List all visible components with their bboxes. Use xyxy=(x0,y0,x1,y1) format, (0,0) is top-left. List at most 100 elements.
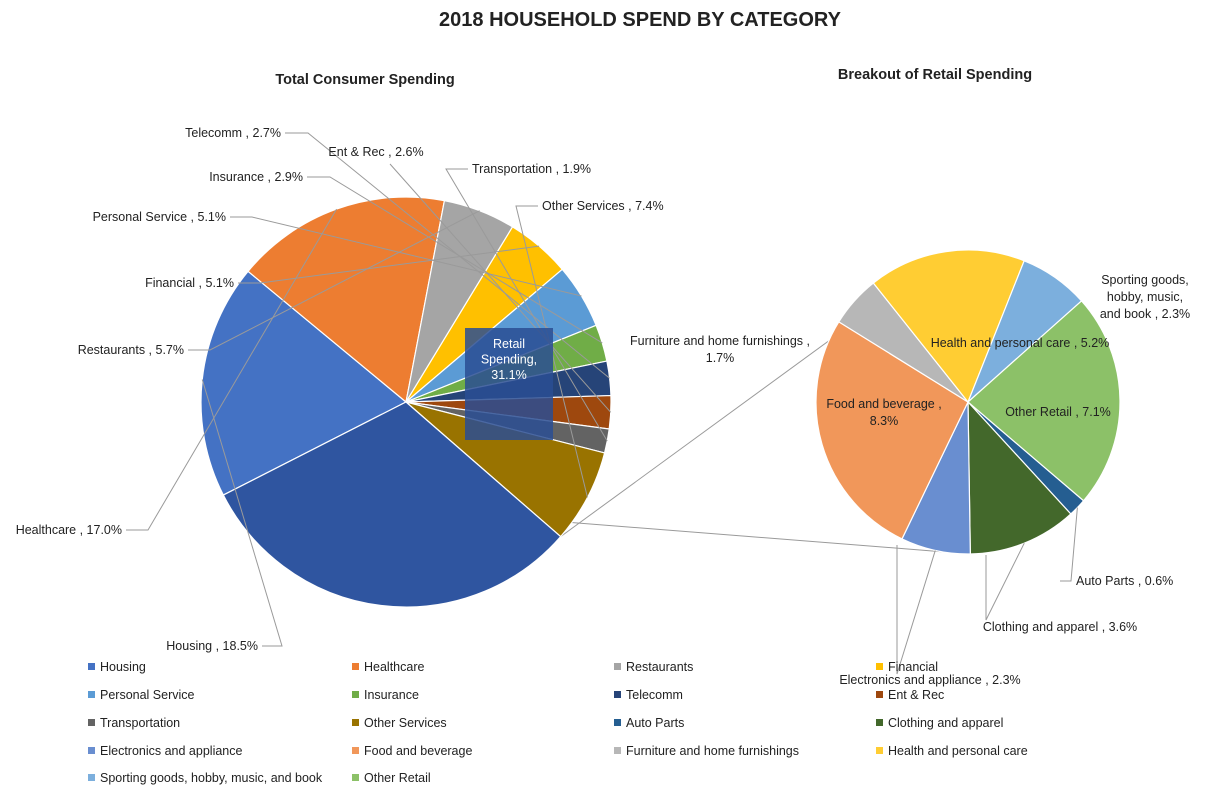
legend-swatch-ent-rec xyxy=(876,691,883,698)
legend-item-sporting-goods-hobby-music-and-book: Sporting goods, hobby, music, and book xyxy=(88,771,323,785)
slice-retail-spending xyxy=(222,401,562,608)
legend-item-housing: Housing xyxy=(88,660,146,674)
primary-labels: Housing , 18.5% Healthcare , 17.0% Restaur… xyxy=(16,126,664,653)
legend-item-health-and-personal-care: Health and personal care xyxy=(876,744,1028,758)
legend-swatch-auto-parts xyxy=(614,719,621,726)
slice-label-other-services: Other Services , 7.4% xyxy=(542,199,664,213)
legend-label-other-services: Other Services xyxy=(364,716,447,730)
legend-swatch-health-and-personal-care xyxy=(876,747,883,754)
legend-label-clothing-and-apparel: Clothing and apparel xyxy=(888,716,1003,730)
legend-item-electronics-and-appliance: Electronics and appliance xyxy=(88,744,242,758)
slice-label-financial: Financial , 5.1% xyxy=(145,276,234,290)
legend-item-telecomm: Telecomm xyxy=(614,688,683,702)
leader-line-clothing-and-apparel xyxy=(985,542,1025,621)
legend-label-telecomm: Telecomm xyxy=(626,688,683,702)
legend-label-health-and-personal-care: Health and personal care xyxy=(888,744,1028,758)
slice-label-electronics-and-appliance: Electronics and appliance , 2.3% xyxy=(839,673,1020,687)
legend-label-furniture-and-home-furnishings: Furniture and home furnishings xyxy=(626,744,799,758)
legend-label-healthcare: Healthcare xyxy=(364,660,424,674)
legend-item-financial: Financial xyxy=(876,660,938,674)
leader-line-telecomm xyxy=(285,132,610,379)
retail-spending-label-box xyxy=(465,328,553,440)
leader-line-ent-rec xyxy=(389,163,612,413)
legend-swatch-clothing-and-apparel xyxy=(876,719,883,726)
legend-item-other-retail: Other Retail xyxy=(352,771,431,785)
leader-line-other-services xyxy=(515,205,588,498)
leader-line-transportation xyxy=(445,168,608,442)
legend-label-sporting-goods-hobby-music-and-book: Sporting goods, hobby, music, and book xyxy=(100,771,323,785)
chart-title: 2018 HOUSEHOLD SPEND BY CATEGORY xyxy=(439,9,842,31)
legend-item-food-and-beverage: Food and beverage xyxy=(352,744,472,758)
legend-label-electronics-and-appliance: Electronics and appliance xyxy=(100,744,242,758)
legend-item-healthcare: Healthcare xyxy=(352,660,424,674)
legend-label-other-retail: Other Retail xyxy=(364,771,431,785)
secondary-pie-subtitle: Breakout of Retail Spending xyxy=(838,67,1032,83)
legend-swatch-housing xyxy=(88,663,95,670)
legend-swatch-telecomm xyxy=(614,691,621,698)
leader-line-auto-parts xyxy=(1060,507,1078,582)
slice-label-housing: Housing , 18.5% xyxy=(166,639,258,653)
slice-food-and-beverage xyxy=(815,321,969,540)
slice-label-auto-parts: Auto Parts , 0.6% xyxy=(1076,574,1173,588)
slice-label-sporting-goods-hobby-music-and-book-line-2: hobby, music, xyxy=(1107,290,1183,304)
slice-label-other-retail: Other Retail , 7.1% xyxy=(1005,405,1111,419)
legend-label-restaurants: Restaurants xyxy=(626,660,693,674)
legend-item-personal-service: Personal Service xyxy=(88,688,195,702)
secondary-pie xyxy=(815,249,1121,555)
legend-label-transportation: Transportation xyxy=(100,716,180,730)
legend-swatch-food-and-beverage xyxy=(352,747,359,754)
slice-label-clothing-and-apparel: Clothing and apparel , 3.6% xyxy=(983,620,1137,634)
slice-label-transportation: Transportation , 1.9% xyxy=(472,162,591,176)
slice-label-food-and-beverage-line-1: Food and beverage , xyxy=(826,397,941,411)
legend-item-transportation: Transportation xyxy=(88,716,180,730)
legend-item-ent-rec: Ent & Rec xyxy=(876,688,944,702)
legend-item-restaurants: Restaurants xyxy=(614,660,693,674)
slice-label-telecomm: Telecomm , 2.7% xyxy=(185,126,281,140)
primary-pie-subtitle: Total Consumer Spending xyxy=(275,72,454,88)
legend-label-auto-parts: Auto Parts xyxy=(626,716,684,730)
leader-line-housing xyxy=(201,379,283,647)
legend-label-financial: Financial xyxy=(888,660,938,674)
legend-label-food-and-beverage: Food and beverage xyxy=(364,744,472,758)
slice-other-retail xyxy=(967,300,1121,502)
slice-label-ent-rec: Ent & Rec , 2.6% xyxy=(328,145,423,159)
leader-line-restaurants xyxy=(188,210,480,351)
legend-label-housing: Housing xyxy=(100,660,146,674)
legend-swatch-insurance xyxy=(352,691,359,698)
leader-line-insurance xyxy=(307,176,603,344)
legend-item-other-services: Other Services xyxy=(352,716,447,730)
legend-item-insurance: Insurance xyxy=(352,688,419,702)
legend-swatch-electronics-and-appliance xyxy=(88,747,95,754)
slice-label-insurance: Insurance , 2.9% xyxy=(209,170,303,184)
secondary-labels: Auto Parts , 0.6% Clothing and apparel , … xyxy=(630,273,1190,687)
slice-label-health-and-personal-care: Health and personal care , 5.2% xyxy=(931,336,1110,350)
leader-line-healthcare xyxy=(126,208,337,531)
slice-clothing-and-apparel xyxy=(967,400,1072,555)
legend-label-ent-rec: Ent & Rec xyxy=(888,688,944,702)
legend-swatch-other-retail xyxy=(352,774,359,781)
slice-label-personal-service: Personal Service , 5.1% xyxy=(93,210,226,224)
slice-label-restaurants: Restaurants , 5.7% xyxy=(78,343,184,357)
legend-swatch-other-services xyxy=(352,719,359,726)
legend-label-insurance: Insurance xyxy=(364,688,419,702)
legend-swatch-restaurants xyxy=(614,663,621,670)
legend-label-personal-service: Personal Service xyxy=(100,688,195,702)
legend-item-furniture-and-home-furnishings: Furniture and home furnishings xyxy=(614,744,799,758)
slice-label-furniture-and-home-furnishings-line-1: Furniture and home furnishings , xyxy=(630,334,810,348)
leader-line-electronics-and-appliance xyxy=(896,545,936,675)
legend-swatch-personal-service xyxy=(88,691,95,698)
legend-swatch-sporting-goods-hobby-music-and-book xyxy=(88,774,95,781)
slice-label-food-and-beverage-line-2: 8.3% xyxy=(870,414,899,428)
slice-label-retail-spending-line-3: 31.1% xyxy=(491,368,526,382)
slice-health-and-personal-care xyxy=(872,249,1025,404)
slice-label-retail-spending-line-1: Retail xyxy=(493,337,525,351)
slice-label-healthcare: Healthcare , 17.0% xyxy=(16,523,122,537)
legend-swatch-healthcare xyxy=(352,663,359,670)
slice-label-sporting-goods-hobby-music-and-book-line-1: Sporting goods, xyxy=(1101,273,1189,287)
slice-label-furniture-and-home-furnishings-line-2: 1.7% xyxy=(706,351,735,365)
slice-label-sporting-goods-hobby-music-and-book-line-3: and book , 2.3% xyxy=(1100,307,1190,321)
legend: Housing Healthcare Restaurants Financial Per… xyxy=(88,660,1028,785)
leader-line-financial xyxy=(238,245,540,284)
legend-swatch-transportation xyxy=(88,719,95,726)
legend-item-clothing-and-apparel: Clothing and apparel xyxy=(876,716,1003,730)
